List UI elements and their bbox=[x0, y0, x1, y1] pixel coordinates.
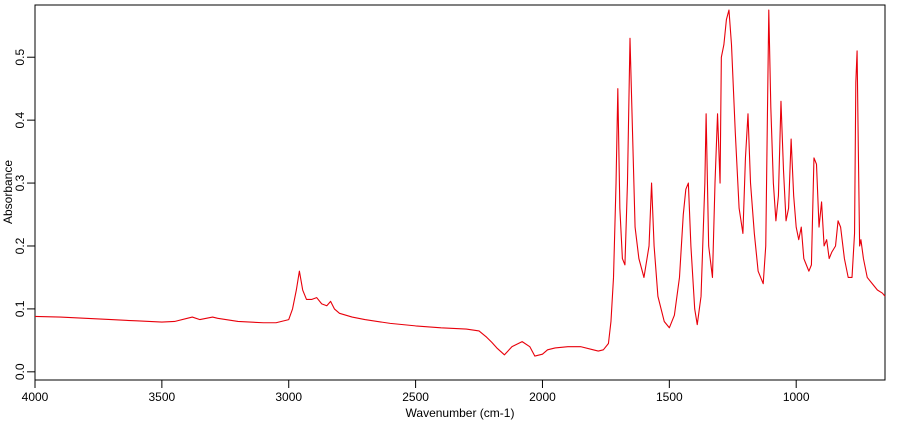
y-tick-label: 0.2 bbox=[13, 237, 27, 254]
x-tick-label: 1500 bbox=[656, 390, 683, 404]
y-tick-label: 0.1 bbox=[13, 300, 27, 317]
x-tick-label: 1000 bbox=[783, 390, 810, 404]
y-tick-label: 0.3 bbox=[13, 174, 27, 191]
x-tick-label: 3500 bbox=[149, 390, 176, 404]
x-tick-label: 2500 bbox=[402, 390, 429, 404]
x-axis-title: Wavenumber (cm-1) bbox=[406, 406, 515, 420]
x-tick-label: 2000 bbox=[529, 390, 556, 404]
y-tick-label: 0.5 bbox=[13, 49, 27, 66]
plot-frame bbox=[34, 4, 886, 381]
y-tick-label: 0.0 bbox=[13, 363, 27, 380]
y-axis-title: Absorbance bbox=[1, 160, 15, 224]
x-tick-label: 3000 bbox=[275, 390, 302, 404]
y-tick-label: 0.4 bbox=[13, 111, 27, 128]
spectrum-line bbox=[34, 9, 886, 357]
x-tick-label: 4000 bbox=[22, 390, 49, 404]
